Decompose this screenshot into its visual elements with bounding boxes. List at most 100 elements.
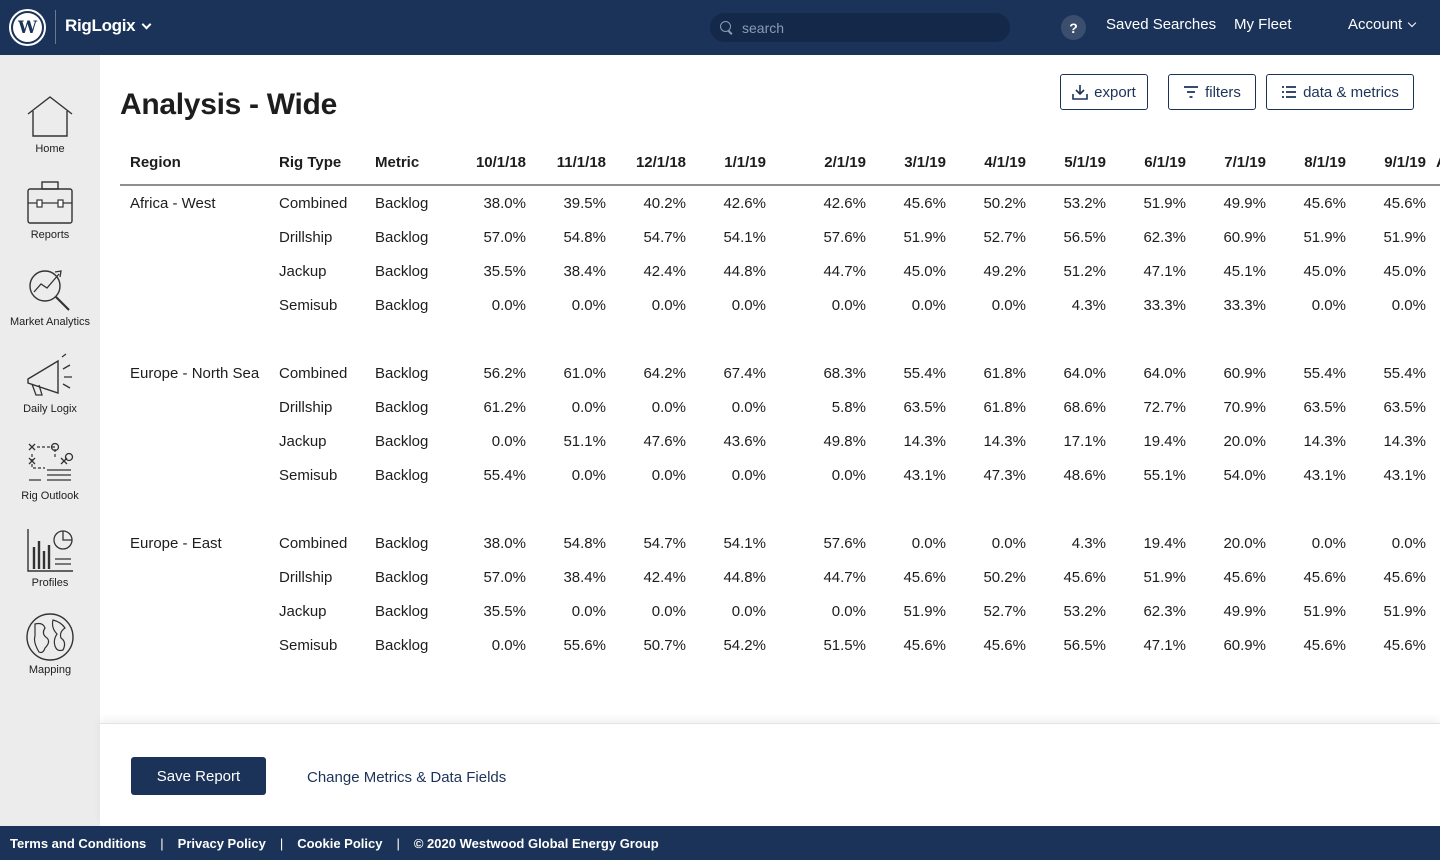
data-metrics-button[interactable]: data & metrics — [1266, 74, 1414, 110]
saved-searches-link[interactable]: Saved Searches — [1106, 16, 1217, 33]
sidebar-label: Home — [35, 143, 65, 155]
sidebar-item-profiles[interactable]: Profiles — [0, 525, 100, 605]
value-cell: 50.2% — [983, 195, 1026, 212]
value-cell: 61.8% — [983, 399, 1026, 416]
value-cell: 57.6% — [823, 535, 866, 552]
sidebar-item-mapping[interactable]: Mapping — [0, 612, 100, 692]
sidebar-item-rig-outlook[interactable]: Rig Outlook — [0, 438, 100, 518]
chevron-down-icon — [141, 19, 152, 29]
value-cell: 51.9% — [903, 603, 946, 620]
export-button[interactable]: export — [1060, 74, 1148, 110]
value-cell: 51.2% — [1063, 263, 1106, 280]
value-cell: 0.0% — [651, 399, 686, 416]
rig-type-cell: Semisub — [279, 467, 338, 484]
value-cell: 49.2% — [983, 263, 1026, 280]
column-header[interactable]: 9/1/19 — [1384, 154, 1426, 171]
sidebar-label: Rig Outlook — [21, 490, 79, 502]
value-cell: 51.9% — [1303, 229, 1346, 246]
help-button[interactable]: ? — [1061, 15, 1086, 40]
value-cell: 14.3% — [903, 433, 946, 450]
value-cell: 49.8% — [823, 433, 866, 450]
value-cell: 5.8% — [831, 399, 866, 416]
filters-button[interactable]: filters — [1168, 74, 1256, 110]
value-cell: 14.3% — [1383, 433, 1426, 450]
rig-type-cell: Combined — [279, 535, 348, 552]
change-metrics-link[interactable]: Change Metrics & Data Fields — [307, 769, 507, 786]
privacy-link[interactable]: Privacy Policy — [177, 835, 266, 851]
metric-cell: Backlog — [375, 297, 429, 314]
save-report-button[interactable]: Save Report — [131, 757, 266, 795]
metric-cell: Backlog — [375, 603, 429, 620]
value-cell: 63.5% — [1303, 399, 1346, 416]
list-icon — [1282, 86, 1297, 98]
column-header[interactable]: 8/1/19 — [1304, 154, 1346, 171]
value-cell: 38.4% — [563, 569, 606, 586]
region-cell: Europe - North Sea — [130, 365, 260, 382]
value-cell: 45.6% — [903, 637, 946, 654]
sidebar-item-daily-logix[interactable]: Daily Logix — [0, 351, 100, 431]
value-cell: 0.0% — [571, 297, 606, 314]
column-header[interactable]: Region — [130, 154, 181, 171]
value-cell: 45.6% — [903, 195, 946, 212]
value-cell: 49.9% — [1223, 195, 1266, 212]
column-header[interactable]: 1/1/19 — [724, 154, 766, 171]
sidebar-item-reports[interactable]: Reports — [0, 177, 100, 257]
value-cell: 0.0% — [731, 603, 766, 620]
footer-separator: | — [160, 835, 164, 851]
value-cell: 52.7% — [983, 229, 1026, 246]
search-input[interactable] — [742, 19, 982, 36]
metric-cell: Backlog — [375, 263, 429, 280]
column-header[interactable]: Rig Type — [279, 154, 342, 171]
account-menu[interactable]: Account — [1348, 16, 1417, 33]
value-cell: 0.0% — [731, 399, 766, 416]
value-cell: 57.6% — [823, 229, 866, 246]
rig-type-cell: Drillship — [279, 569, 333, 586]
value-cell: 45.6% — [983, 637, 1026, 654]
filters-label: filters — [1205, 83, 1241, 101]
column-header[interactable]: 2/1/19 — [824, 154, 866, 171]
value-cell: 42.4% — [643, 569, 686, 586]
value-cell: 56.5% — [1063, 637, 1106, 654]
rig-type-cell: Drillship — [279, 229, 333, 246]
column-header[interactable]: 4/1/19 — [984, 154, 1026, 171]
value-cell: 51.9% — [1303, 603, 1346, 620]
value-cell: 0.0% — [571, 467, 606, 484]
column-header[interactable]: 5/1/19 — [1064, 154, 1106, 171]
column-header[interactable]: Metric — [375, 154, 420, 171]
value-cell: 72.7% — [1143, 399, 1186, 416]
value-cell: 0.0% — [911, 535, 946, 552]
sidebar-label: Market Analytics — [9, 316, 91, 328]
metric-cell: Backlog — [375, 365, 429, 382]
column-header[interactable]: 6/1/19 — [1144, 154, 1186, 171]
column-header[interactable]: 3/1/19 — [904, 154, 946, 171]
value-cell: 55.4% — [483, 467, 526, 484]
value-cell: 55.4% — [1303, 365, 1346, 382]
column-header[interactable]: 10/1/18 — [475, 154, 526, 171]
product-switcher[interactable]: RigLogix — [65, 16, 152, 36]
westwood-logo-icon[interactable]: W — [9, 9, 46, 46]
value-cell: 0.0% — [491, 637, 526, 654]
cookie-link[interactable]: Cookie Policy — [297, 835, 383, 851]
column-header[interactable]: A — [1436, 154, 1440, 171]
region-cell: Africa - West — [130, 195, 216, 212]
value-cell: 42.6% — [823, 195, 866, 212]
account-label: Account — [1348, 16, 1403, 33]
terms-link[interactable]: Terms and Conditions — [10, 835, 147, 851]
value-cell: 67.4% — [723, 365, 766, 382]
value-cell: 45.1% — [1223, 263, 1266, 280]
value-cell: 43.1% — [903, 467, 946, 484]
value-cell: 0.0% — [571, 603, 606, 620]
sidebar-label: Daily Logix — [23, 403, 77, 415]
search-box[interactable] — [710, 13, 1010, 42]
value-cell: 50.2% — [983, 569, 1026, 586]
product-name: RigLogix — [65, 16, 136, 35]
column-header[interactable]: 7/1/19 — [1224, 154, 1266, 171]
column-header[interactable]: 12/1/18 — [635, 154, 686, 171]
value-cell: 63.5% — [903, 399, 946, 416]
sidebar-item-home[interactable]: Home — [0, 91, 100, 171]
value-cell: 0.0% — [911, 297, 946, 314]
my-fleet-link[interactable]: My Fleet — [1234, 16, 1292, 33]
column-header[interactable]: 11/1/18 — [556, 154, 606, 171]
value-cell: 60.9% — [1223, 229, 1266, 246]
sidebar-item-market-analytics[interactable]: Market Analytics — [0, 264, 100, 344]
